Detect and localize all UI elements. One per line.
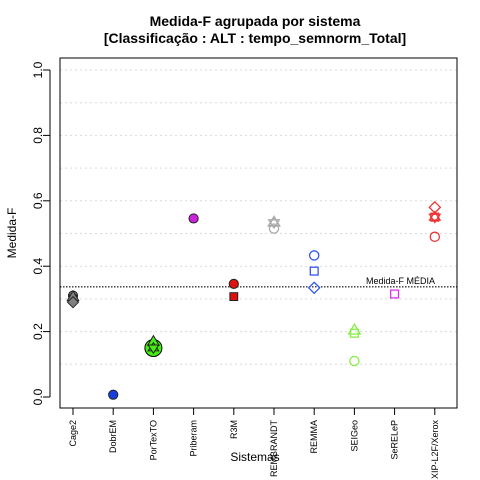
x-tick-label: XIP-L2F/Xerox [430,420,440,480]
plot-frame [59,57,458,409]
point-square [309,266,319,276]
y-axis-label: Medida-F [5,208,19,259]
point-star [267,216,281,227]
x-tick-label: Cage2 [68,420,78,447]
point-circle [349,355,360,367]
point-diamond [66,295,80,309]
point-circle [228,278,239,289]
point-square [349,328,359,338]
point-circle [188,213,199,224]
point-star [428,213,442,224]
y-tick-label: 0.8 [31,127,45,144]
x-tick-label: SeRELeP [390,420,400,460]
chart-subtitle: [Classificação : ALT : tempo_semnorm_Tot… [104,30,406,46]
reference-line-label: Medida-F MÉDIA [366,276,435,286]
y-tick-label: 0.2 [31,323,45,340]
point-circle [108,389,119,400]
y-tick-label: 0.4 [31,258,45,275]
y-tick-label: 0.0 [31,388,45,405]
chart-title: Medida-F agrupada por sistema [150,13,361,29]
point-square [229,292,239,302]
points [66,200,442,400]
x-tick-label: Priberam [189,420,199,457]
point-diamond [307,281,321,295]
point-circle [429,231,441,243]
y-tick-label: 0.6 [31,192,45,209]
y-tick-label: 1.0 [31,61,45,78]
point-circle [268,223,280,234]
point-star [428,210,442,221]
x-tick-label: PorTexTO [148,420,158,460]
x-tick-label: REMBRANDT [269,420,279,478]
x-tick-label: DobrEM [108,420,118,453]
reference-line-group: Medida-F MÉDIA [60,276,457,288]
x-axis-label: Sistemas [230,450,279,464]
point-star [147,344,160,355]
grid [60,69,457,365]
point-circle [308,250,320,261]
y-axis: 0.0 0.2 0.4 0.6 0.8 1.0 [31,61,51,405]
point-square [390,289,400,299]
point-square [430,212,440,222]
x-tick-label: REMMA [309,420,319,454]
x-tick-label: R3M [229,420,239,439]
x-axis: Cage2 DobrEM PorTexTO Priberam R3M REMBRANDT R… [68,407,440,480]
x-tick-label: SEIGeo [349,420,359,452]
point-star [267,219,281,230]
